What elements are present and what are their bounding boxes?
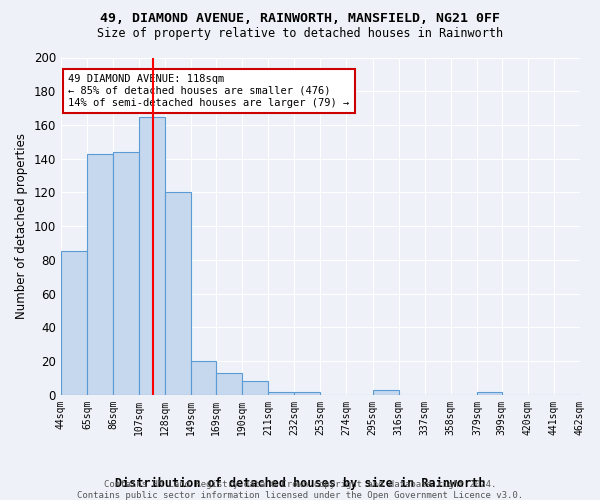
Bar [373,390,398,395]
Text: 49, DIAMOND AVENUE, RAINWORTH, MANSFIELD, NG21 0FF: 49, DIAMOND AVENUE, RAINWORTH, MANSFIELD… [100,12,500,26]
Bar [61,252,87,395]
Bar [580,393,600,395]
Bar [477,392,502,395]
Bar [268,392,295,395]
Text: 49 DIAMOND AVENUE: 118sqm
← 85% of detached houses are smaller (476)
14% of semi: 49 DIAMOND AVENUE: 118sqm ← 85% of detac… [68,74,349,108]
Text: Size of property relative to detached houses in Rainworth: Size of property relative to detached ho… [97,28,503,40]
Y-axis label: Number of detached properties: Number of detached properties [15,133,28,319]
Bar [216,373,242,395]
Bar [87,154,113,395]
Bar [191,361,216,395]
Bar [139,116,165,395]
Text: Distribution of detached houses by size in Rainworth: Distribution of detached houses by size … [115,477,485,490]
Bar [113,152,139,395]
Text: Contains HM Land Registry data © Crown copyright and database right 2024.
Contai: Contains HM Land Registry data © Crown c… [77,480,523,500]
Bar [165,192,191,395]
Bar [242,382,268,395]
Bar [295,392,320,395]
